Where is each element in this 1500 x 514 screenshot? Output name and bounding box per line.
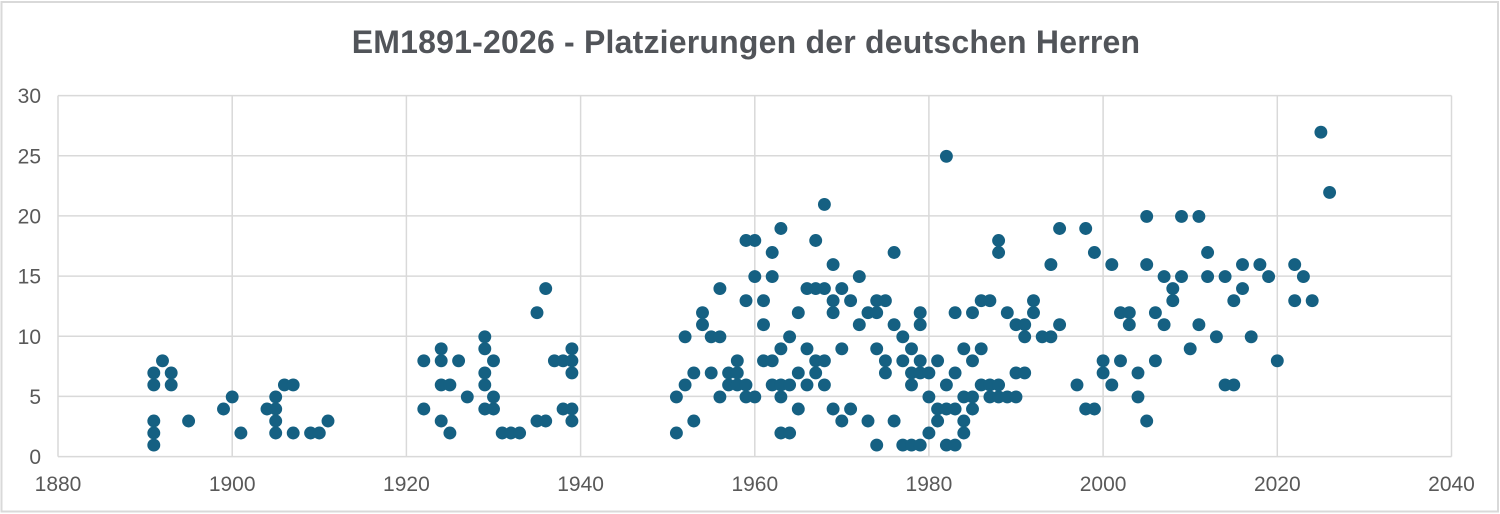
- svg-text:1980: 1980: [906, 473, 953, 496]
- svg-text:15: 15: [18, 266, 41, 289]
- svg-text:2040: 2040: [1428, 473, 1475, 496]
- svg-text:0: 0: [29, 446, 41, 469]
- svg-text:1960: 1960: [731, 473, 778, 496]
- svg-text:30: 30: [18, 85, 41, 108]
- svg-text:1880: 1880: [35, 473, 82, 496]
- svg-text:5: 5: [29, 386, 41, 409]
- svg-text:1900: 1900: [209, 473, 256, 496]
- svg-text:10: 10: [18, 326, 41, 349]
- svg-text:1920: 1920: [383, 473, 430, 496]
- svg-text:2020: 2020: [1254, 473, 1301, 496]
- svg-text:2000: 2000: [1080, 473, 1127, 496]
- svg-text:20: 20: [18, 205, 41, 228]
- svg-text:25: 25: [18, 145, 41, 168]
- svg-text:EM1891-2026 - Platzierungen de: EM1891-2026 - Platzierungen der deutsche…: [352, 24, 1141, 60]
- svg-text:1940: 1940: [557, 473, 604, 496]
